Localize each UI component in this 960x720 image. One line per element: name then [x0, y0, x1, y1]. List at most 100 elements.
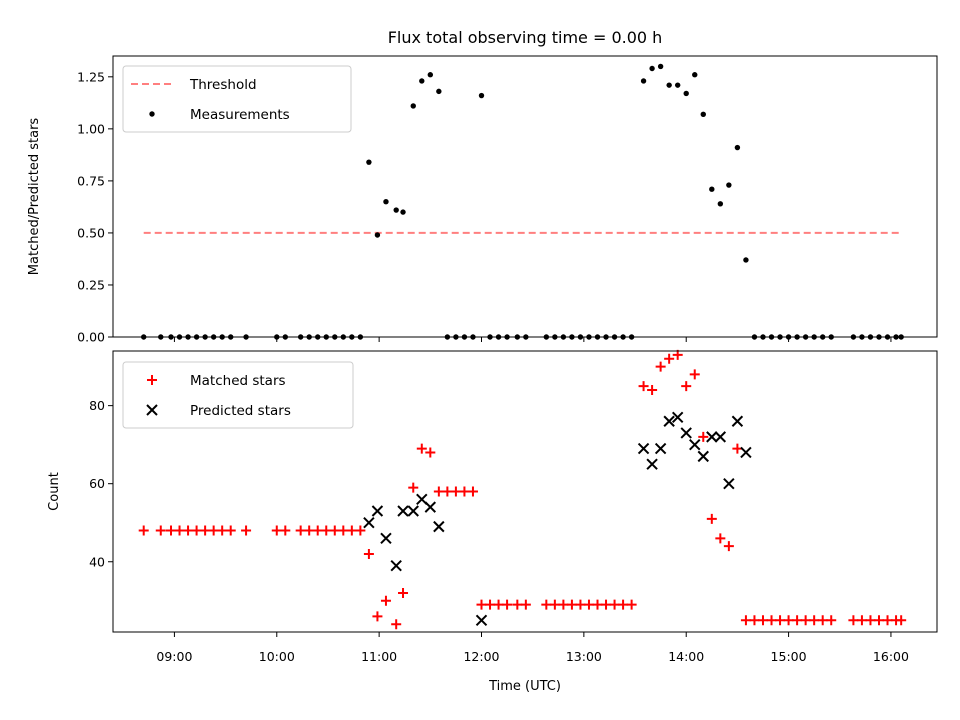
matched-star-point: [398, 587, 409, 598]
matched-star-point: [380, 595, 391, 606]
matched-star-point: [442, 486, 453, 497]
matched-star-point: [174, 525, 185, 536]
measurement-point: [734, 144, 741, 151]
predicted-star-point: [723, 477, 735, 490]
matched-star-point: [723, 541, 734, 552]
matched-star-point: [138, 525, 149, 536]
matched-star-point: [856, 615, 867, 626]
panel-bottom-plot-area: 40 60 80 09:00 10:00 11:00 12:00 13:00 14:00 15:0…: [47, 349, 938, 664]
matched-star-point: [520, 599, 531, 610]
predicted-star-point: [680, 427, 692, 439]
matched-star-point: [502, 599, 513, 610]
measurement-point: [383, 199, 389, 205]
y-axis-label: Matched/Predicted stars: [27, 118, 42, 276]
y-tick-label: 1.00: [77, 121, 105, 136]
matched-star-point: [740, 615, 751, 626]
matched-star-point: [609, 599, 620, 610]
predicted-star-point: [397, 505, 409, 517]
x-tick-label: 09:00: [156, 649, 192, 664]
predicted-star-point: [390, 559, 402, 572]
matched-star-point: [372, 611, 383, 622]
matched-star-point: [655, 361, 666, 372]
matched-star-point: [191, 525, 202, 536]
predicted-star-point: [475, 614, 488, 626]
measurement-point: [393, 207, 399, 213]
axes-frame: [112, 350, 938, 633]
matched-star-point: [312, 525, 323, 536]
predicted-star-point: [689, 438, 701, 451]
predicted-star-point: [433, 520, 445, 533]
predicted-star-point: [363, 517, 375, 529]
matched-star-point: [391, 619, 402, 630]
matched-star-point: [485, 599, 496, 610]
legend-label: Threshold: [189, 77, 257, 93]
matched-star-point: [183, 525, 194, 536]
axes-frame: [112, 55, 938, 338]
matched-star-point: [295, 525, 306, 536]
predicted-star-point: [731, 415, 744, 427]
matched-star-point: [715, 533, 726, 544]
y-tick-label: 60: [89, 476, 105, 491]
matched-star-point: [575, 599, 586, 610]
predicted-star-point: [371, 505, 384, 517]
x-tick-label: 10:00: [259, 649, 295, 664]
measurement-point: [743, 257, 749, 263]
predicted-star-point: [663, 415, 675, 427]
measurement-point: [709, 186, 715, 192]
matched-star-point: [873, 615, 884, 626]
matched-star-point: [583, 599, 594, 610]
legend-label: Measurements: [190, 107, 290, 123]
predicted-star-point: [637, 442, 650, 455]
x-tick-label: 13:00: [566, 649, 602, 664]
y-tick-label: 80: [89, 398, 105, 413]
measurement-point: [717, 201, 724, 207]
matched-star-point: [757, 615, 768, 626]
measurement-point: [700, 111, 706, 117]
matched-star-point: [329, 525, 340, 536]
x-tick-label: 15:00: [771, 649, 807, 664]
x-tick-label: 12:00: [463, 649, 499, 664]
matched-star-point: [208, 525, 219, 536]
matched-star-point: [217, 525, 228, 536]
matched-star-point: [896, 615, 907, 626]
predicted-star-point: [380, 532, 392, 545]
matched-star-point: [800, 615, 811, 626]
matched-star-point: [626, 599, 637, 610]
matched-star-point: [672, 349, 683, 360]
matched-star-point: [549, 599, 560, 610]
predicted-star-point: [714, 431, 727, 443]
predicted-star-point: [697, 450, 709, 463]
matched-star-point: [706, 513, 717, 524]
matched-star-point: [647, 385, 658, 396]
matched-star-point: [566, 599, 577, 610]
matched-star-point: [689, 369, 700, 380]
predicted-star-point: [706, 431, 718, 443]
matched-star-point: [792, 615, 803, 626]
matched-star-point: [493, 599, 504, 610]
matched-star-point: [416, 443, 427, 454]
y-tick-label: 1.25: [77, 69, 105, 84]
predicted-star-point: [407, 505, 419, 517]
legend-label: Matched stars: [190, 373, 286, 389]
y-axis-label: Count: [47, 472, 62, 511]
matched-star-point: [166, 525, 177, 536]
y-tick-label: 0.00: [77, 330, 105, 345]
x-axis-label: Time (UTC): [488, 679, 561, 694]
matched-star-point: [425, 447, 436, 458]
matched-star-point: [618, 599, 629, 610]
matched-star-point: [512, 599, 523, 610]
matched-star-point: [433, 486, 444, 497]
measurement-point: [666, 82, 672, 88]
matched-star-point: [304, 525, 315, 536]
measurement-point: [692, 72, 698, 78]
matched-star-point: [681, 381, 692, 392]
predicted-star-point: [740, 446, 752, 459]
y-tick-label: 0.25: [77, 277, 105, 292]
measurement-point: [419, 78, 425, 84]
matched-star-point: [363, 548, 374, 559]
matched-star-point: [592, 599, 603, 610]
measurement-point: [674, 82, 681, 88]
matched-star-point: [155, 525, 166, 536]
measurement-point: [366, 159, 372, 165]
